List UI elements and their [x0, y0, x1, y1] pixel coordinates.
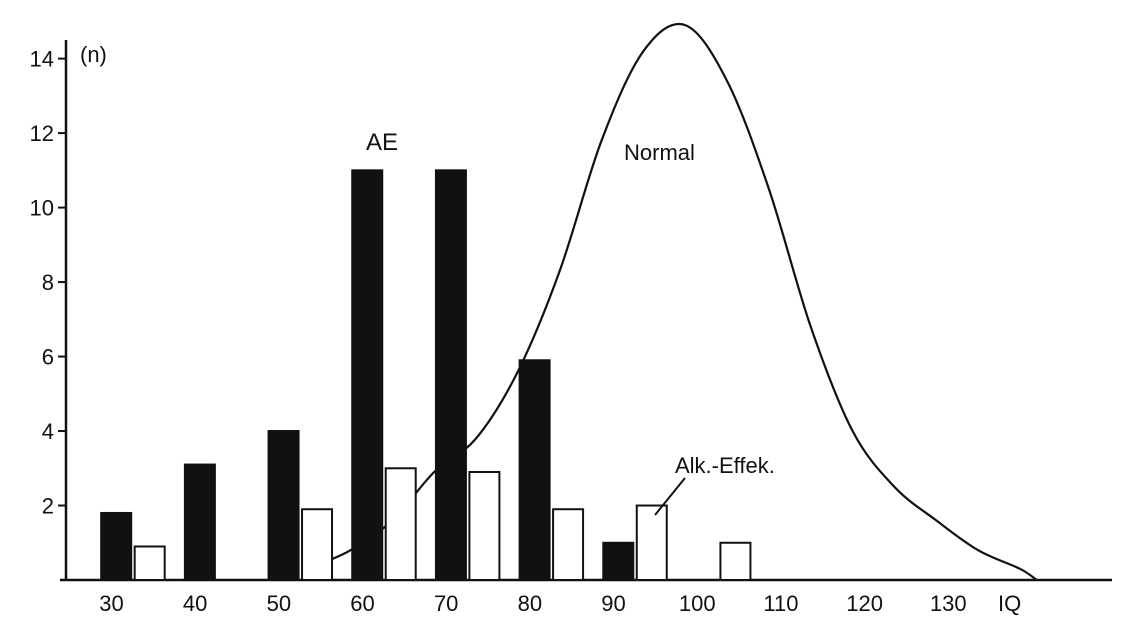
alk-effek-bar: [635, 504, 668, 581]
y-tick-label: 10: [30, 196, 54, 221]
normal-annotation: Normal: [624, 140, 695, 165]
normal-curve-line: [316, 22, 1038, 581]
alk-annotation: Alk.-Effek.: [675, 453, 775, 478]
y-tick-label: 14: [30, 47, 54, 72]
y-axis-label: (n): [80, 42, 107, 67]
y-tick-label: 12: [30, 121, 54, 146]
y-ticks: 2 4 6 8 10 12 14: [30, 47, 66, 519]
ae-bar: [100, 511, 133, 581]
ae-annotation: AE: [366, 129, 398, 156]
normal-curve: [316, 22, 1038, 581]
y-tick-label: 2: [42, 494, 54, 519]
x-tick-label: 110: [763, 591, 798, 616]
x-tick-label: 50: [267, 591, 291, 616]
alk-effek-bar: [133, 545, 166, 582]
bars: [100, 169, 752, 582]
y-tick-label: 4: [42, 419, 54, 444]
labels: (n) IQ AE Normal Alk.-Effek.: [80, 42, 1021, 616]
alk-effek-bar: [719, 541, 752, 581]
axes: [60, 40, 1112, 582]
x-tick-label: 60: [350, 591, 374, 616]
ae-bar: [434, 169, 467, 582]
ae-bar: [351, 169, 384, 582]
x-tick-label: 70: [434, 591, 458, 616]
y-tick-label: 6: [42, 345, 54, 370]
x-ticks: 30 40 50 60 70 80 90 100 110 120 130: [99, 591, 966, 616]
x-tick-label: 100: [679, 591, 716, 616]
alk-effek-bar: [384, 467, 417, 581]
y-tick-label: 8: [42, 270, 54, 295]
alk-effek-bar: [301, 508, 334, 582]
x-tick-label: 80: [518, 591, 542, 616]
x-tick-label: 90: [601, 591, 625, 616]
x-tick-label: 30: [99, 591, 123, 616]
x-tick-label: 130: [930, 591, 967, 616]
ae-bar: [183, 463, 216, 581]
alk-effek-bar: [552, 508, 585, 582]
alk-annotation-leader: [654, 477, 686, 516]
x-tick-label: 40: [183, 591, 207, 616]
ae-bar: [267, 430, 300, 581]
ae-bar: [518, 359, 551, 581]
ae-bar: [602, 541, 635, 581]
alk-effek-bar: [468, 471, 501, 581]
x-tick-label: 120: [846, 591, 883, 616]
x-axis-label: IQ: [998, 591, 1021, 616]
